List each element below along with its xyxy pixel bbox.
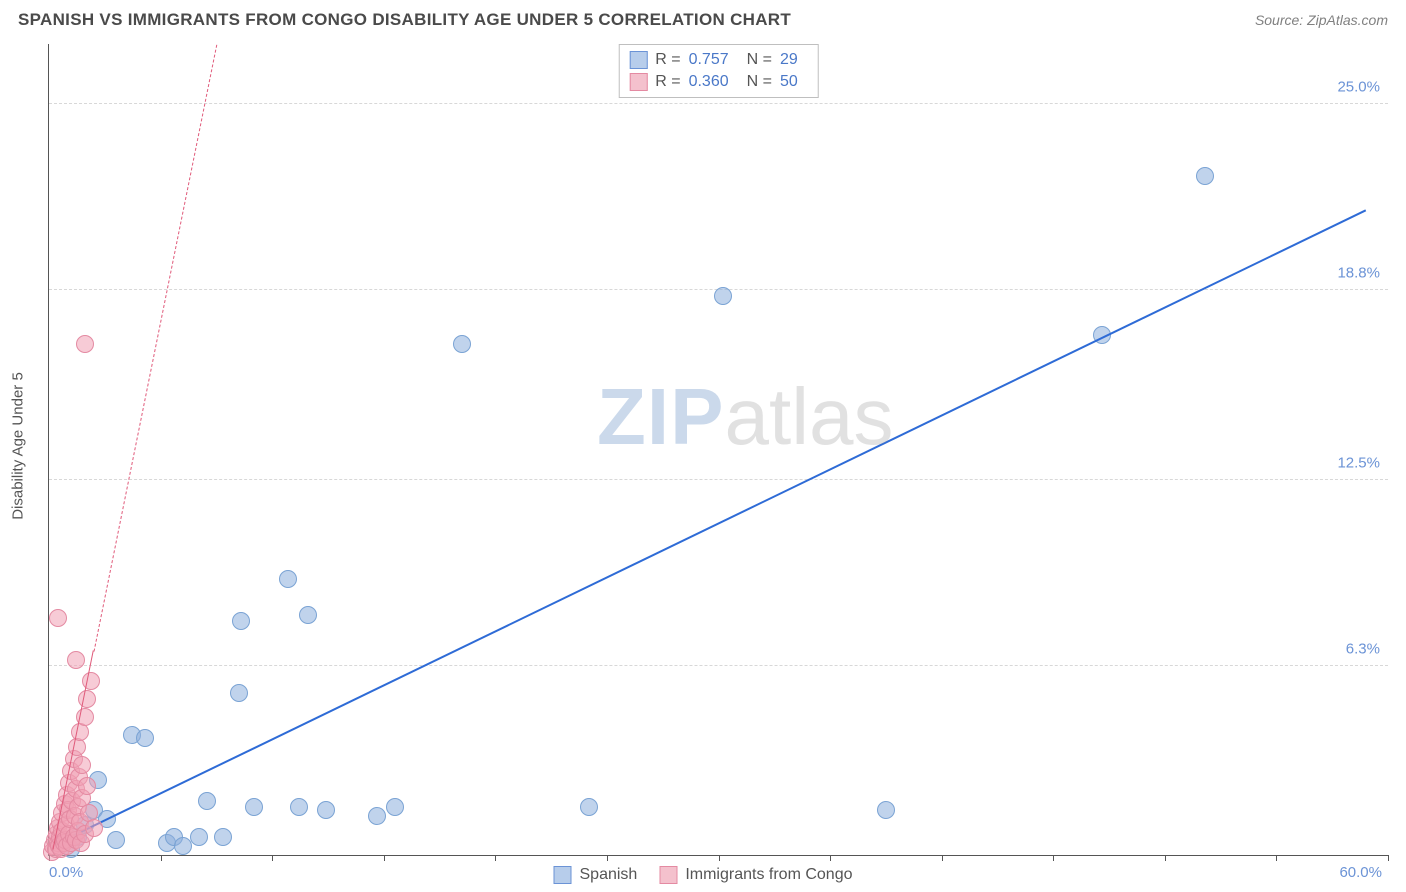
y-axis-title: Disability Age Under 5 (10, 372, 27, 520)
legend-swatch (629, 51, 647, 69)
chart-container: 6.3%12.5%18.8%25.0% ZIPatlas R = 0.757N … (48, 44, 1388, 856)
y-tick-label: 6.3% (1346, 640, 1380, 657)
trend-line (93, 44, 217, 651)
y-tick-label: 25.0% (1337, 79, 1380, 96)
scatter-point (245, 798, 263, 816)
scatter-point (78, 777, 96, 795)
scatter-point (1196, 167, 1214, 185)
x-axis-min-label: 0.0% (49, 864, 83, 881)
y-tick-label: 12.5% (1337, 454, 1380, 471)
scatter-point (317, 801, 335, 819)
x-tick (161, 855, 162, 861)
legend-swatch (554, 866, 572, 884)
x-tick (830, 855, 831, 861)
scatter-point (136, 729, 154, 747)
gridline (49, 103, 1388, 104)
chart-title: SPANISH VS IMMIGRANTS FROM CONGO DISABIL… (18, 10, 791, 30)
chart-header: SPANISH VS IMMIGRANTS FROM CONGO DISABIL… (0, 0, 1406, 36)
scatter-point (714, 287, 732, 305)
scatter-point (386, 798, 404, 816)
legend-item: Spanish (554, 866, 638, 884)
gridline (49, 479, 1388, 480)
stat-n-label: N = (747, 73, 772, 91)
scatter-point (107, 831, 125, 849)
legend-swatch (629, 73, 647, 91)
x-tick (1165, 855, 1166, 861)
trend-line (55, 209, 1366, 845)
x-tick (607, 855, 608, 861)
x-tick (495, 855, 496, 861)
scatter-point (68, 738, 86, 756)
x-tick (1053, 855, 1054, 861)
legend-stats-row: R = 0.757 N = 29 (629, 49, 808, 71)
legend-stats-box: R = 0.757 N = 29 R = 0.360 N = 50 (618, 44, 819, 98)
plot-area: 6.3% 12.5% 18.8% 25.0% (49, 44, 1388, 855)
scatter-point (368, 807, 386, 825)
stat-n-value: 29 (780, 51, 798, 69)
scatter-point (76, 335, 94, 353)
stat-n-label: N = (747, 51, 772, 69)
scatter-point (453, 335, 471, 353)
x-axis-max-label: 60.0% (1339, 864, 1382, 881)
stat-r-label: R = (655, 51, 680, 69)
legend-swatch (659, 866, 677, 884)
x-tick (719, 855, 720, 861)
stat-r-value: 0.360 (689, 73, 729, 91)
stat-n-value: 50 (780, 73, 798, 91)
x-tick (272, 855, 273, 861)
legend-label: Spanish (580, 866, 638, 884)
scatter-point (214, 828, 232, 846)
gridline (49, 665, 1388, 666)
scatter-point (232, 612, 250, 630)
scatter-point (85, 819, 103, 837)
scatter-point (299, 606, 317, 624)
legend-item: Immigrants from Congo (659, 866, 852, 884)
scatter-point (49, 609, 67, 627)
scatter-point (67, 651, 85, 669)
scatter-point (290, 798, 308, 816)
bottom-legend: Spanish Immigrants from Congo (554, 866, 853, 884)
chart-source: Source: ZipAtlas.com (1255, 12, 1388, 28)
x-tick (384, 855, 385, 861)
legend-stats-row: R = 0.360 N = 50 (629, 71, 808, 93)
scatter-point (73, 756, 91, 774)
y-tick-label: 18.8% (1337, 265, 1380, 282)
scatter-point (580, 798, 598, 816)
scatter-point (190, 828, 208, 846)
scatter-point (877, 801, 895, 819)
legend-label: Immigrants from Congo (685, 866, 852, 884)
stat-r-label: R = (655, 73, 680, 91)
x-tick (1276, 855, 1277, 861)
scatter-point (230, 684, 248, 702)
x-tick (1388, 855, 1389, 861)
scatter-point (198, 792, 216, 810)
stat-r-value: 0.757 (689, 51, 729, 69)
scatter-point (279, 570, 297, 588)
x-tick (942, 855, 943, 861)
